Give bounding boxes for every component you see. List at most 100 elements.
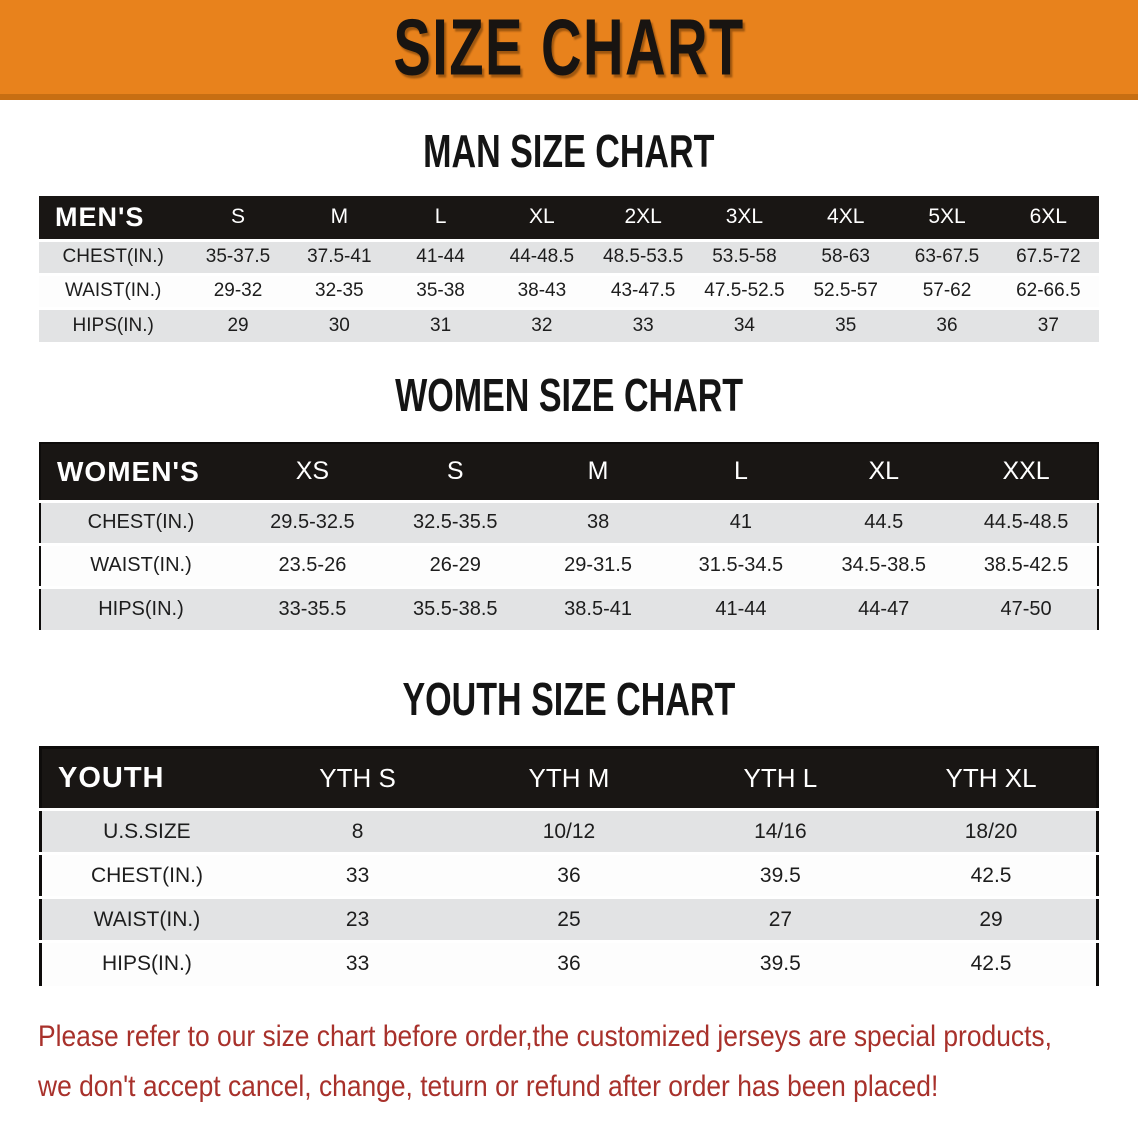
- measurement-row-label: WAIST(IN.): [64, 280, 162, 301]
- disclaimer-text: Please refer to our size chart before or…: [38, 1012, 1138, 1112]
- size-column-header: S: [231, 205, 246, 229]
- size-column-header: L: [733, 457, 748, 486]
- measurement-value-cell: 44.5: [864, 511, 904, 533]
- measurement-value-cell: 33: [345, 863, 370, 887]
- size-column-header: 6XL: [1029, 205, 1067, 229]
- measurement-value-cell: 23: [345, 907, 370, 931]
- measurement-value-cell: 42.5: [970, 863, 1012, 887]
- measurement-value-cell: 44.5-48.5: [983, 511, 1069, 533]
- measurement-value-cell: 29.5-32.5: [270, 511, 355, 533]
- measurement-value-cell: 38-43: [517, 280, 567, 301]
- measurement-value-cell: 31: [430, 314, 452, 336]
- measurement-value-cell: 29: [979, 907, 1003, 931]
- measurement-value-cell: 23.5-26: [278, 554, 347, 576]
- measurement-value-cell: 57-62: [922, 280, 972, 301]
- women-section-heading: WOMEN SIZE CHART: [395, 369, 743, 421]
- measurement-row: CHEST(IN.) 33 36 39.5 42.5: [40, 853, 1098, 898]
- measurement-row: U.S.SIZE 8 10/12 14/16 18/20: [40, 809, 1098, 854]
- measurement-value-cell: 38.5-41: [564, 597, 632, 620]
- measurement-row-label: CHEST(IN.): [90, 863, 203, 887]
- measurement-row: CHEST(IN.) 35-37.5 37.5-41 41-44 44-48.5 48.5…: [39, 240, 1099, 274]
- measurement-value-cell: 47-50: [1000, 597, 1052, 620]
- disclaimer-line-2: we don't accept cancel, change, teturn o…: [38, 1069, 939, 1103]
- measurement-value-cell: 35.5-38.5: [413, 597, 498, 620]
- measurement-value-cell: 34.5-38.5: [841, 554, 926, 576]
- measurement-value-cell: 36: [557, 952, 581, 976]
- measurement-value-cell: 44-47: [858, 597, 910, 620]
- page-title: SIZE CHART: [393, 2, 745, 92]
- measurement-value-cell: 35-38: [416, 280, 465, 301]
- measurement-row: WAIST(IN.) 23 25 27 29: [40, 897, 1098, 942]
- size-column-header: 4XL: [827, 205, 865, 229]
- measurement-value-cell: 25: [557, 907, 581, 931]
- size-column-header: L: [434, 205, 447, 229]
- size-column-header: M: [587, 457, 609, 486]
- measurement-row: WAIST(IN.) 23.5-26 26-29 29-31.5 31.5-34.5 34…: [40, 544, 1098, 587]
- measurement-value-cell: 29-31.5: [564, 554, 632, 576]
- measurement-row: CHEST(IN.) 29.5-32.5 32.5-35.5 38 41 44.5 44.5…: [40, 501, 1098, 544]
- measurement-value-cell: 44-48.5: [509, 246, 575, 267]
- measurement-value-cell: 33: [345, 952, 370, 976]
- measurement-value-cell: 36: [936, 314, 958, 336]
- measurement-row-label: HIPS(IN.): [102, 952, 192, 976]
- measurement-row-label: CHEST(IN.): [62, 246, 164, 267]
- measurement-row-label: CHEST(IN.): [87, 511, 195, 533]
- size-column-header: 5XL: [928, 205, 966, 229]
- men-table-header-row: MEN'S S M L XL 2XL 3XL 4XL 5XL 6XL: [39, 196, 1099, 240]
- youth-size-table: YOUTH YTH S YTH M YTH L YTH XL U.S.SIZE 8 10/1…: [39, 746, 1099, 986]
- size-column-header: 3XL: [725, 205, 764, 229]
- measurement-value-cell: 63-67.5: [914, 246, 980, 267]
- measurement-value-cell: 42.5: [970, 952, 1012, 976]
- measurement-value-cell: 35-37.5: [205, 246, 271, 267]
- table-group-label: MEN'S: [55, 201, 145, 232]
- measurement-value-cell: 67.5-72: [1016, 246, 1081, 267]
- measurement-value-cell: 37: [1037, 314, 1059, 336]
- measurement-row: HIPS(IN.) 29 30 31 32 33 34 35 36 37: [39, 308, 1099, 342]
- measurement-row-label: HIPS(IN.): [72, 314, 154, 336]
- measurement-value-cell: 32.5-35.5: [413, 511, 498, 533]
- measurement-value-cell: 18/20: [964, 819, 1018, 843]
- measurement-row: WAIST(IN.) 29-32 32-35 35-38 38-43 43-47.5 47.…: [39, 274, 1099, 308]
- measurement-value-cell: 29: [227, 314, 249, 336]
- men-section-heading: MAN SIZE CHART: [423, 125, 715, 177]
- measurement-value-cell: 35: [835, 314, 857, 336]
- measurement-value-cell: 52.5-57: [813, 280, 878, 301]
- men-size-table: MEN'S S M L XL 2XL 3XL 4XL 5XL 6XL CHEST(IN.) 35-3…: [39, 196, 1099, 342]
- size-column-header: YTH S: [319, 763, 396, 793]
- measurement-value-cell: 41-44: [715, 597, 767, 620]
- disclaimer-line-1: Please refer to our size chart before or…: [38, 1019, 1052, 1053]
- measurement-value-cell: 31.5-34.5: [698, 554, 784, 576]
- measurement-row: HIPS(IN.) 33 36 39.5 42.5: [40, 941, 1098, 986]
- measurement-value-cell: 62-66.5: [1016, 280, 1081, 301]
- measurement-value-cell: 33: [632, 314, 654, 336]
- measurement-row: HIPS(IN.) 33-35.5 35.5-38.5 38.5-41 41-44 44-…: [40, 587, 1098, 630]
- measurement-value-cell: 47.5-52.5: [704, 280, 785, 301]
- measurement-value-cell: 38.5-42.5: [983, 554, 1069, 576]
- measurement-value-cell: 43-47.5: [610, 280, 676, 301]
- measurement-value-cell: 26-29: [429, 554, 481, 576]
- size-column-header: XXL: [1002, 457, 1050, 486]
- measurement-value-cell: 58-63: [821, 246, 871, 267]
- measurement-value-cell: 27: [768, 907, 793, 931]
- measurement-value-cell: 48.5-53.5: [603, 246, 684, 267]
- youth-table-header-row: YOUTH YTH S YTH M YTH L YTH XL: [40, 747, 1098, 810]
- measurement-row-label: HIPS(IN.): [98, 597, 184, 620]
- measurement-value-cell: 8: [351, 819, 364, 843]
- table-group-label: WOMEN'S: [57, 455, 200, 487]
- size-column-header: S: [446, 457, 464, 486]
- size-column-header: XL: [529, 205, 555, 229]
- measurement-value-cell: 41: [729, 511, 753, 533]
- size-column-header: YTH M: [528, 763, 610, 793]
- measurement-value-cell: 32-35: [315, 280, 364, 301]
- measurement-value-cell: 41-44: [416, 246, 465, 267]
- measurement-value-cell: 10/12: [542, 819, 596, 843]
- measurement-value-cell: 29-32: [213, 280, 263, 301]
- women-table-header-row: WOMEN'S XS S M L XL XXL: [40, 443, 1098, 501]
- size-chart-banner: SIZE CHART: [0, 0, 1138, 100]
- youth-section-heading: YOUTH SIZE CHART: [402, 673, 736, 725]
- size-column-header: XL: [868, 457, 900, 486]
- measurement-value-cell: 32: [531, 314, 553, 336]
- measurement-value-cell: 14/16: [754, 819, 807, 843]
- measurement-row-label: WAIST(IN.): [90, 554, 192, 576]
- measurement-row-label: WAIST(IN.): [93, 907, 201, 931]
